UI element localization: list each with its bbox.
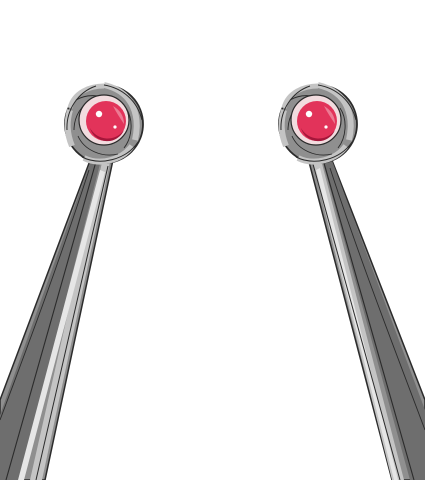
left-antenna-stalk <box>0 149 114 480</box>
right-antenna-eye <box>290 94 342 146</box>
left-antenna-eye <box>78 94 130 146</box>
right-antenna-stalk <box>307 149 425 480</box>
right-antenna <box>278 82 425 480</box>
left-antenna <box>0 82 144 480</box>
